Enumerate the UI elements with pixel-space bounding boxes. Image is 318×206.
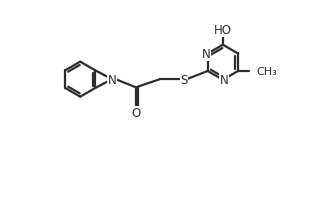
Text: N: N [202,48,211,61]
Text: N: N [220,74,229,87]
Text: S: S [180,73,188,86]
Text: O: O [131,107,141,120]
Text: HO: HO [214,24,232,37]
Text: N: N [107,73,116,86]
Text: CH₃: CH₃ [256,67,277,77]
